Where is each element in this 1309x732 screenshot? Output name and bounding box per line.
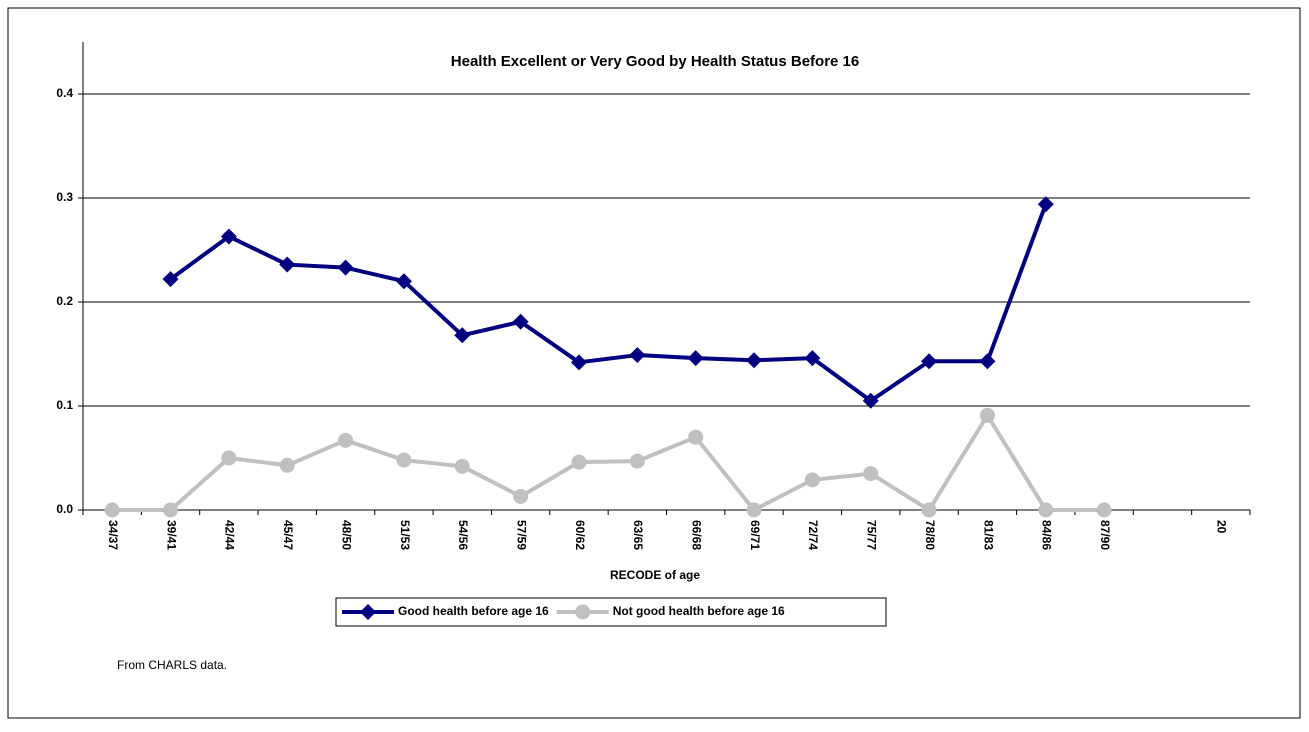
x-tick-label: 48/50: [339, 520, 353, 550]
y-tick-label: 0.0: [56, 502, 73, 516]
data-point: [454, 327, 471, 344]
data-point: [279, 457, 295, 473]
data-point: [688, 429, 704, 445]
annotation: From CHARLS data.: [117, 658, 227, 672]
x-tick-label: 81/83: [981, 520, 995, 550]
x-tick-label: 60/62: [573, 520, 587, 550]
data-point: [862, 392, 879, 409]
x-tick-label: 45/47: [281, 520, 295, 550]
x-tick-label: 42/44: [223, 520, 237, 550]
x-tick-label: 87/90: [1098, 520, 1112, 550]
data-point: [979, 407, 995, 423]
data-point: [395, 273, 412, 290]
data-point: [1096, 502, 1112, 518]
data-point: [804, 472, 820, 488]
series-line: [112, 413, 1105, 512]
data-point: [513, 488, 529, 504]
legend-marker: [360, 604, 376, 620]
legend-box: [335, 597, 887, 627]
x-tick-label: 54/56: [456, 520, 470, 550]
data-point: [979, 353, 996, 370]
x-tick-label: 84/86: [1040, 520, 1054, 550]
y-tick-label: 0.3: [56, 190, 73, 204]
data-point: [104, 502, 120, 518]
data-point: [396, 452, 412, 468]
data-point: [804, 350, 821, 367]
x-tick-label: 69/71: [748, 520, 762, 550]
x-axis-title: RECODE of age: [610, 568, 700, 582]
data-point: [1038, 502, 1054, 518]
x-tick-label: 51/53: [398, 520, 412, 550]
data-point: [863, 466, 879, 482]
x-tick-label: 20: [1215, 520, 1229, 534]
x-tick-label: 66/68: [690, 520, 704, 550]
data-point: [1037, 196, 1054, 213]
legend-label: Not good health before age 16: [613, 604, 785, 618]
x-tick-label: 34/37: [106, 520, 120, 550]
data-point: [221, 450, 237, 466]
y-tick-label: 0.1: [56, 398, 73, 412]
chart-title: Health Excellent or Very Good by Health …: [451, 53, 859, 70]
data-point: [746, 352, 763, 369]
data-point: [629, 347, 646, 364]
data-point: [162, 271, 179, 288]
legend-label: Good health before age 16: [398, 604, 549, 618]
data-point: [571, 454, 587, 470]
data-point: [512, 313, 529, 330]
data-point: [163, 502, 179, 518]
series-line: [169, 203, 1048, 403]
data-point: [921, 502, 937, 518]
y-tick-label: 0.2: [56, 294, 73, 308]
data-point: [570, 354, 587, 371]
data-point: [454, 458, 470, 474]
data-point: [337, 259, 354, 276]
data-point: [921, 353, 938, 370]
data-point: [338, 432, 354, 448]
x-tick-label: 57/59: [514, 520, 528, 550]
x-tick-label: 39/41: [164, 520, 178, 550]
data-point: [220, 228, 237, 245]
x-tick-label: 78/80: [923, 520, 937, 550]
x-tick-label: 72/74: [806, 520, 820, 550]
data-point: [279, 256, 296, 273]
legend-marker: [575, 604, 591, 620]
x-tick-label: 63/65: [631, 520, 645, 550]
data-point: [629, 453, 645, 469]
y-tick-label: 0.4: [56, 86, 73, 100]
data-point: [687, 350, 704, 367]
data-point: [746, 502, 762, 518]
x-tick-label: 75/77: [865, 520, 879, 550]
